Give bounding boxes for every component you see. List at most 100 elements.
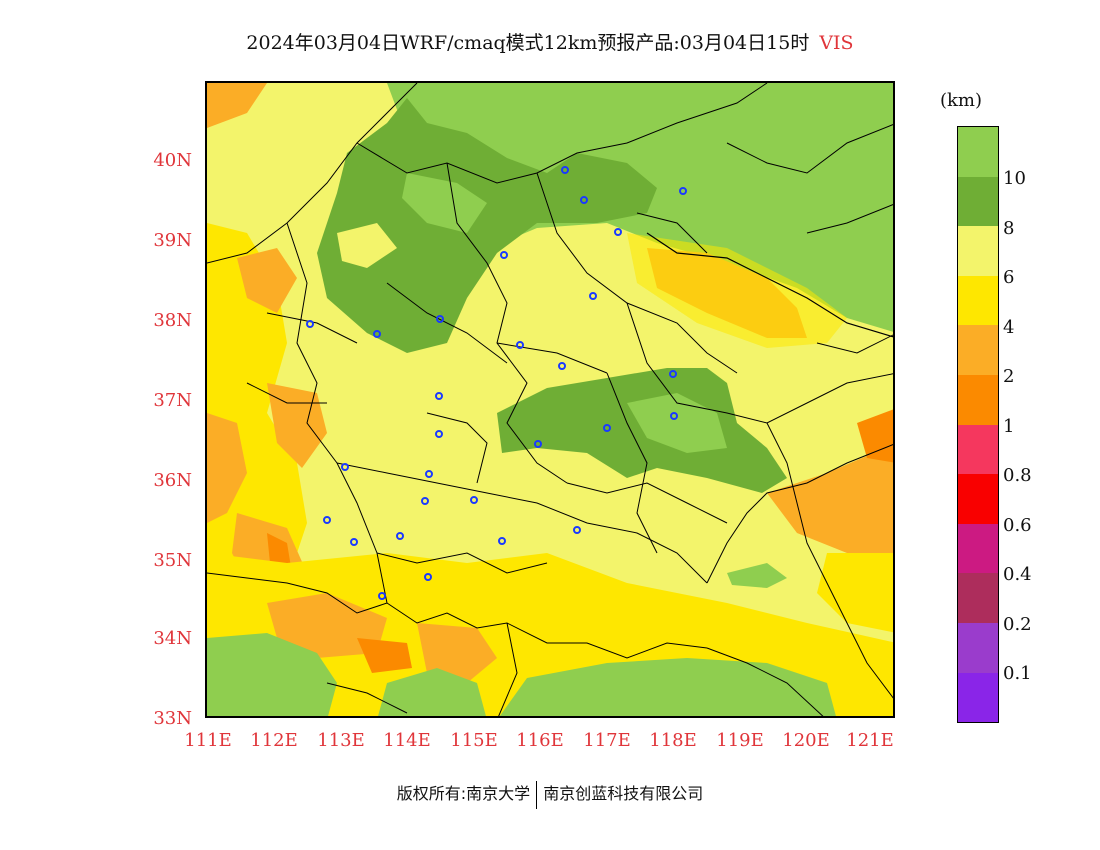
legend-label: 0.1 — [1003, 663, 1032, 684]
map-title: 2024年03月04日WRF/cmaq模式12km预报产品:03月04日15时 V… — [0, 28, 1100, 55]
lon-label: 112E — [250, 730, 298, 751]
city-marker — [421, 497, 429, 505]
lat-label: 34N — [153, 628, 192, 649]
legend-swatch — [958, 672, 998, 723]
city-marker — [341, 463, 349, 471]
lon-label: 121E — [846, 730, 894, 751]
vis-region-northwest-orange — [207, 83, 267, 128]
city-marker — [435, 430, 443, 438]
lon-label: 113E — [317, 730, 365, 751]
vis-region-bohai-yellow — [627, 233, 847, 348]
legend-swatch — [958, 275, 998, 326]
legend-label: 2 — [1003, 366, 1015, 387]
lat-label: 38N — [153, 310, 192, 331]
vis-region-west-orange — [207, 413, 247, 523]
title-variable: VIS — [819, 32, 854, 54]
legend-swatch — [958, 622, 998, 673]
vis-region-coast-green — [727, 563, 787, 588]
legend-label: 0.8 — [1003, 465, 1032, 486]
vis-region-north-yellowpatch — [337, 223, 397, 268]
vis-region-north-darkgreen — [317, 98, 657, 353]
legend-swatch — [958, 127, 998, 177]
legend-swatch — [958, 523, 998, 574]
city-marker — [306, 320, 314, 328]
city-marker — [558, 362, 566, 370]
vis-region-central-darkgreen — [497, 368, 787, 493]
lon-label: 120E — [782, 730, 830, 751]
vis-region-sw-green — [207, 633, 337, 716]
lat-label: 35N — [153, 550, 192, 571]
legend-label: 6 — [1003, 267, 1015, 288]
city-marker — [679, 187, 687, 195]
city-marker — [603, 424, 611, 432]
city-markers — [306, 166, 687, 600]
legend-label: 1 — [1003, 416, 1015, 437]
vis-region-nw-orange-patch — [237, 248, 297, 313]
city-marker — [425, 470, 433, 478]
lon-label: 119E — [716, 730, 764, 751]
map-panel — [205, 81, 895, 718]
city-marker — [534, 440, 542, 448]
lon-label: 115E — [450, 730, 498, 751]
city-marker — [516, 341, 524, 349]
city-marker — [470, 496, 478, 504]
vis-region-southeast-orange — [767, 444, 893, 553]
lat-label: 33N — [153, 708, 192, 729]
city-marker — [373, 330, 381, 338]
legend-label: 4 — [1003, 317, 1015, 338]
vis-region-se-green — [499, 658, 836, 716]
city-marker — [573, 526, 581, 534]
city-marker — [498, 537, 506, 545]
legend-swatch — [958, 573, 998, 623]
lat-label: 39N — [153, 230, 192, 251]
vis-region-south-green — [378, 668, 486, 716]
lon-label: 114E — [383, 730, 431, 751]
city-marker — [378, 592, 386, 600]
city-marker — [670, 412, 678, 420]
lon-label: 117E — [583, 730, 631, 751]
vis-region-south-orange — [267, 593, 387, 658]
vis-region-southeast-deeporange — [857, 409, 893, 463]
legend-swatch — [958, 176, 998, 227]
legend-swatch — [958, 424, 998, 475]
legend-label: 10 — [1003, 168, 1026, 189]
company-name: 南京创蓝科技有限公司 — [543, 784, 704, 803]
vis-region-east-yellow — [817, 553, 893, 633]
lat-label: 40N — [153, 150, 192, 171]
lon-label: 118E — [649, 730, 697, 751]
legend-label: 0.2 — [1003, 614, 1032, 635]
city-marker — [323, 516, 331, 524]
lon-label: 116E — [516, 730, 564, 751]
city-marker — [350, 538, 358, 546]
lat-label: 36N — [153, 470, 192, 491]
vis-region-south-deeporange — [357, 638, 412, 673]
city-marker — [669, 370, 677, 378]
legend-swatch — [958, 474, 998, 524]
city-marker — [396, 532, 404, 540]
vis-region-north-lightpatch — [402, 173, 487, 233]
city-marker — [580, 196, 588, 204]
legend-swatch — [958, 226, 998, 276]
lon-label: 111E — [184, 730, 232, 751]
city-marker — [589, 292, 597, 300]
color-legend — [957, 126, 999, 724]
title-text: 2024年03月04日WRF/cmaq模式12km预报产品:03月04日15时 — [246, 32, 810, 54]
copyright-footer: 版权所有:南京大学 南京创蓝科技有限公司 — [0, 780, 1100, 809]
legend-label: 8 — [1003, 218, 1015, 239]
city-marker — [561, 166, 569, 174]
legend-label: 0.6 — [1003, 515, 1032, 536]
city-marker — [500, 251, 508, 259]
legend-swatch — [958, 325, 998, 375]
visibility-map — [207, 83, 893, 716]
coastline — [646, 232, 893, 338]
city-marker — [435, 392, 443, 400]
admin-boundaries — [207, 83, 893, 716]
legend-label: 0.4 — [1003, 564, 1032, 585]
legend-swatch — [958, 374, 998, 425]
lat-label: 37N — [153, 390, 192, 411]
copyright-text: 版权所有:南京大学 — [396, 784, 531, 803]
city-marker — [436, 315, 444, 323]
footer-divider — [536, 780, 538, 809]
city-marker — [614, 228, 622, 236]
legend-unit: (km) — [940, 90, 983, 111]
